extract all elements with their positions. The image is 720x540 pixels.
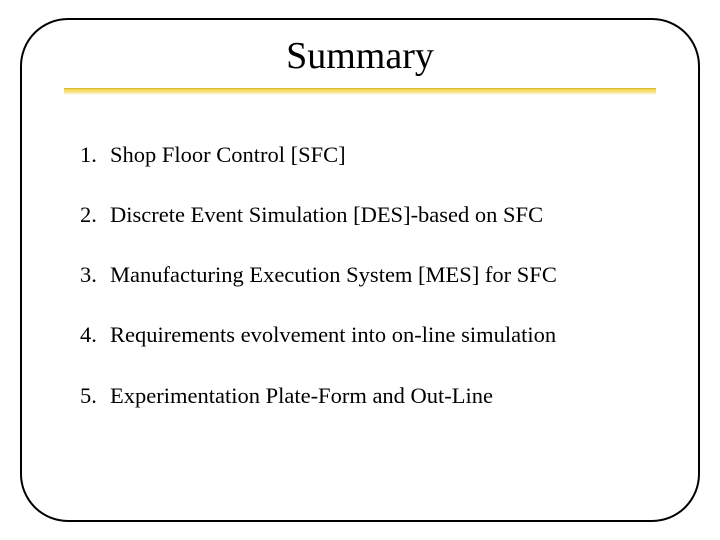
slide-frame: Summary Shop Floor Control [SFC] Discret… bbox=[20, 18, 700, 522]
list-item: Shop Floor Control [SFC] bbox=[80, 141, 640, 169]
list-item: Discrete Event Simulation [DES]-based on… bbox=[80, 201, 640, 229]
list-item: Experimentation Plate-Form and Out-Line bbox=[80, 382, 640, 410]
list-item: Requirements evolvement into on-line sim… bbox=[80, 321, 640, 349]
slide-title: Summary bbox=[22, 34, 698, 78]
content-area: Shop Floor Control [SFC] Discrete Event … bbox=[80, 141, 640, 410]
summary-list: Shop Floor Control [SFC] Discrete Event … bbox=[80, 141, 640, 410]
list-item: Manufacturing Execution System [MES] for… bbox=[80, 261, 640, 289]
title-underline bbox=[64, 88, 656, 95]
